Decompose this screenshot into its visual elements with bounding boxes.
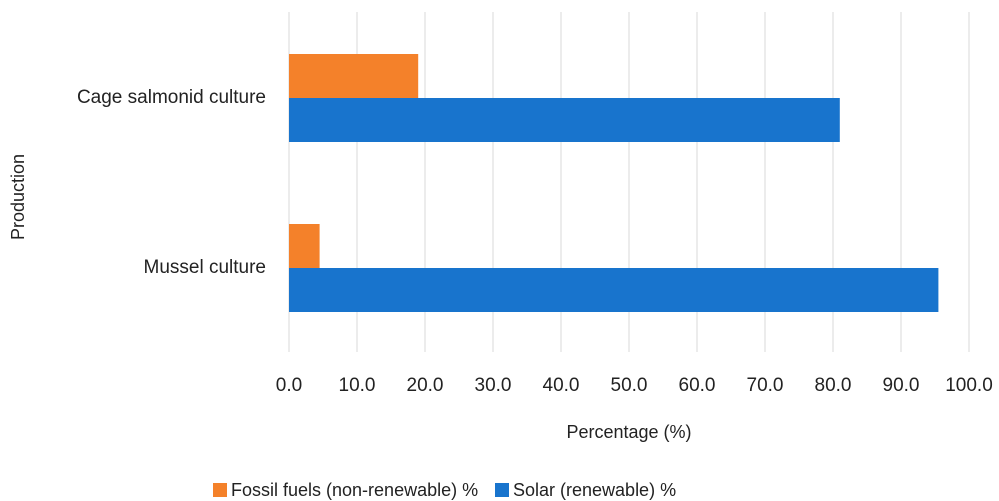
legend-swatch [495,483,509,497]
category-label: Mussel culture [144,257,267,278]
bars [289,54,939,312]
x-tick-label: 40.0 [543,375,580,396]
legend-label: Solar (renewable) % [513,480,676,500]
x-tick-label: 10.0 [339,375,376,396]
x-axis-title: Percentage (%) [566,422,691,442]
legend-swatch [213,483,227,497]
x-tick-label: 70.0 [747,375,784,396]
bar-fossil-1 [289,224,320,268]
bar-solar-1 [289,268,939,312]
legend: Fossil fuels (non-renewable) % Solar (ren… [213,480,676,500]
bar-solar-0 [289,98,840,142]
category-label: Cage salmonid culture [77,87,266,108]
category-labels: Cage salmonid culture Mussel culture [77,87,266,278]
bar-fossil-0 [289,54,419,98]
x-tick-label: 30.0 [475,375,512,396]
x-tick-label: 90.0 [883,375,920,396]
x-tick-label: 20.0 [407,375,444,396]
x-tick-label: 80.0 [815,375,852,396]
x-tick-labels: 0.0 10.0 20.0 30.0 40.0 50.0 60.0 70.0 80.0 90.0 1… [276,375,993,396]
x-tick-label: 60.0 [679,375,716,396]
y-axis-title: Production [8,154,28,240]
legend-label: Fossil fuels (non-renewable) % [231,480,478,500]
x-tick-label: 0.0 [276,375,302,396]
x-tick-label: 100.0 [945,375,993,396]
x-tick-label: 50.0 [611,375,648,396]
